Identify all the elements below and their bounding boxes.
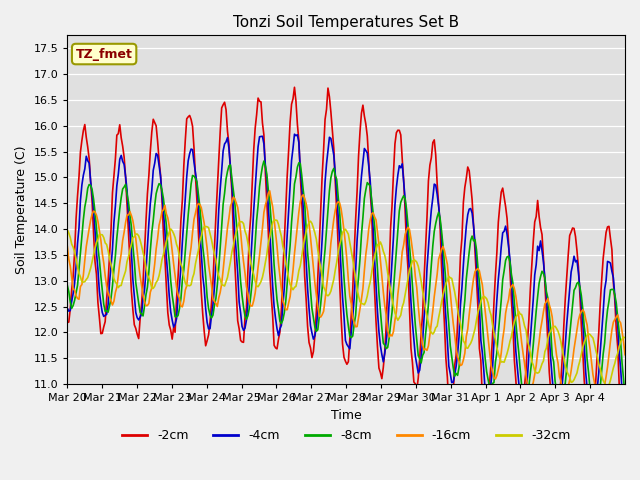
X-axis label: Time: Time [331, 408, 362, 421]
Title: Tonzi Soil Temperatures Set B: Tonzi Soil Temperatures Set B [233, 15, 460, 30]
Legend: -2cm, -4cm, -8cm, -16cm, -32cm: -2cm, -4cm, -8cm, -16cm, -32cm [117, 424, 575, 447]
Y-axis label: Soil Temperature (C): Soil Temperature (C) [15, 145, 28, 274]
Text: TZ_fmet: TZ_fmet [76, 48, 132, 60]
